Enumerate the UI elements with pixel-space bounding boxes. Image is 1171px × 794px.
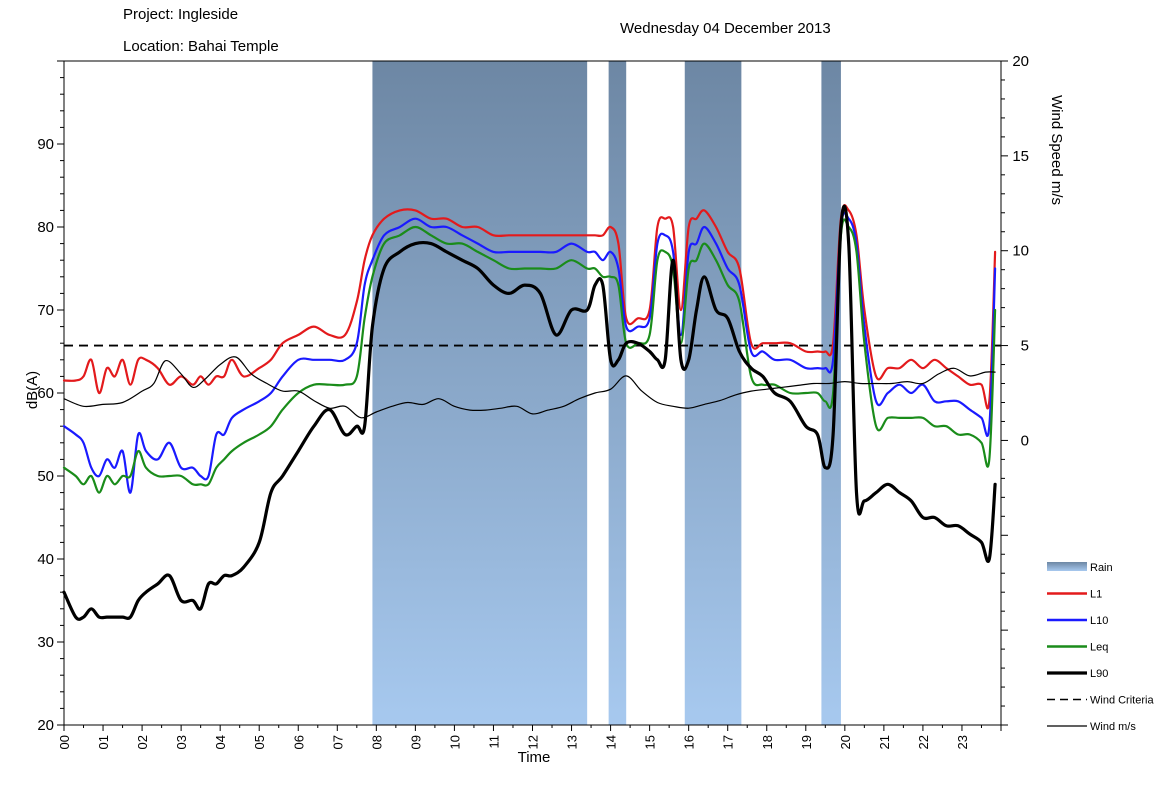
rain-band-2	[608, 61, 627, 725]
rain-band-1	[372, 61, 588, 725]
legend-swatch-rain	[1047, 562, 1087, 571]
x-tick-label: 06	[291, 735, 306, 749]
series-line-wind-m-s	[63, 356, 996, 419]
x-tick-label: 23	[955, 735, 970, 749]
x-tick-label: 00	[57, 735, 72, 749]
series-line-l10	[62, 211, 997, 494]
y-tick-label: 90	[37, 136, 54, 153]
rain-band-4	[821, 61, 841, 725]
x-tick-label: 21	[877, 735, 892, 749]
legend: Rain L1 L10 Leq L90 Wind Criteria Wind m/s	[1047, 562, 1154, 733]
legend-label-l90: L90	[1090, 668, 1108, 680]
series-line-l90	[62, 204, 997, 621]
x-tick-label: 01	[96, 735, 111, 749]
x-tick-label: 13	[565, 735, 580, 749]
x-tick-label: 22	[916, 735, 931, 749]
y-axis-title: dB(A)	[24, 371, 41, 409]
x-tick-label: 09	[408, 735, 423, 749]
x-tick-label: 04	[213, 735, 228, 749]
y-tick-label: 50	[37, 468, 54, 485]
legend-label-leq: Leq	[1090, 642, 1108, 654]
x-axis-title: Time	[518, 749, 551, 766]
legend-label-wind-m-s: Wind m/s	[1090, 721, 1136, 733]
x-tick-label: 08	[369, 735, 384, 749]
y2-axis-title: Wind Speed m/s	[1048, 95, 1065, 205]
y-tick-label: 60	[37, 385, 54, 402]
series-line-leq	[62, 218, 997, 494]
y2-tick-label: 0	[1021, 432, 1029, 449]
series-lines	[62, 204, 1001, 621]
x-tick-label: 15	[643, 735, 658, 749]
x-tick-label: 07	[330, 735, 345, 749]
x-tick-label: 02	[135, 735, 150, 749]
x-tick-label: 16	[682, 735, 697, 749]
x-tick-label: 10	[447, 735, 462, 749]
x-tick-label: 17	[721, 735, 736, 749]
y-tick-label: 30	[37, 634, 54, 651]
legend-label-l1: L1	[1090, 589, 1102, 601]
x-tick-label: 20	[838, 735, 853, 749]
y2-tick-label: 15	[1012, 148, 1029, 165]
legend-label-wind-criteria: Wind Criteria	[1090, 695, 1154, 707]
axis-labels: dB(A) Wind Speed m/s Time	[24, 95, 1065, 766]
x-tick-label: 03	[174, 735, 189, 749]
chart-date: Wednesday 04 December 2013	[620, 20, 831, 37]
x-tick-label: 05	[252, 735, 267, 749]
x-tick-label: 18	[760, 735, 775, 749]
legend-label-l10: L10	[1090, 615, 1108, 627]
legend-label-rain: Rain	[1090, 562, 1113, 574]
y-tick-label: 80	[37, 219, 54, 236]
rain-bands	[372, 61, 841, 725]
x-tick-label: 14	[604, 735, 619, 749]
rain-band-3	[684, 61, 742, 725]
series-line-l1	[62, 204, 997, 410]
y2-tick-label: 5	[1021, 338, 1029, 355]
y-tick-label: 70	[37, 302, 54, 319]
y2-tick-label: 10	[1012, 243, 1029, 260]
y-tick-label: 40	[37, 551, 54, 568]
project-label: Project: Ingleside	[123, 6, 239, 23]
y-tick-label: 20	[37, 717, 54, 734]
location-label: Location: Bahai Temple	[123, 38, 279, 55]
y2-tick-label: 20	[1012, 53, 1029, 70]
x-tick-label: 12	[526, 735, 541, 749]
x-tick-label: 11	[486, 735, 501, 749]
x-tick-label: 19	[799, 735, 814, 749]
